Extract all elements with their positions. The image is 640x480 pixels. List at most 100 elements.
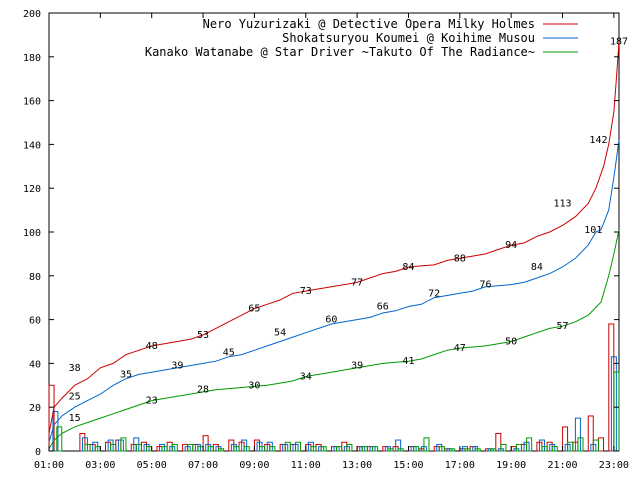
- hourly-bar: [515, 443, 522, 452]
- data-label: 101: [584, 225, 602, 236]
- data-label: 187: [610, 36, 628, 47]
- data-label: 73: [300, 286, 312, 297]
- data-label: 39: [351, 361, 363, 372]
- data-label: 25: [69, 391, 81, 402]
- hourly-bars: [48, 323, 620, 452]
- hourly-bar: [310, 446, 317, 452]
- x-tick-label: 11:00: [291, 460, 321, 471]
- y-tick-label: 20: [29, 403, 41, 414]
- y-tick-label: 40: [29, 359, 41, 370]
- y-tick-label: 160: [23, 97, 41, 108]
- hourly-bar: [284, 441, 291, 452]
- hourly-bar: [295, 441, 302, 452]
- hourly-bar: [413, 446, 420, 452]
- hourly-bar: [84, 443, 91, 452]
- data-label: 35: [120, 369, 132, 380]
- data-label: 142: [589, 135, 607, 146]
- x-tick-label: 19:00: [496, 460, 526, 471]
- data-label: 41: [402, 356, 414, 367]
- hourly-bar: [336, 446, 343, 452]
- data-label: 45: [223, 347, 235, 358]
- hourly-bar: [526, 437, 533, 452]
- hourly-bar: [243, 446, 250, 452]
- x-tick-label: 13:00: [342, 460, 372, 471]
- data-label: 65: [248, 304, 260, 315]
- hourly-bar: [372, 446, 379, 452]
- data-label: 15: [69, 413, 81, 424]
- legend-label: Kanako Watanabe @ Star Driver ~Takuto Of…: [145, 45, 535, 59]
- data-label: 94: [505, 240, 517, 251]
- hourly-bar: [567, 441, 574, 452]
- legend-label: Nero Yuzurizaki @ Detective Opera Milky …: [203, 17, 535, 31]
- data-label: 50: [505, 337, 517, 348]
- data-label: 77: [351, 277, 363, 288]
- hourly-bar: [577, 437, 584, 452]
- y-tick-label: 80: [29, 272, 41, 283]
- data-label: 23: [146, 396, 158, 407]
- hourly-bar: [320, 446, 327, 452]
- data-label: 34: [300, 372, 312, 383]
- series-line: [48, 139, 620, 443]
- data-label: 66: [377, 301, 389, 312]
- data-label: 76: [479, 280, 491, 291]
- data-label: 60: [325, 315, 337, 326]
- data-label: 30: [248, 380, 260, 391]
- legend: Nero Yuzurizaki @ Detective Opera Milky …: [145, 17, 578, 59]
- hourly-bar: [346, 443, 353, 452]
- hourly-bar: [171, 443, 178, 452]
- data-label: 53: [197, 330, 209, 341]
- hourly-bar: [207, 446, 214, 452]
- hourly-bar: [259, 446, 266, 452]
- hourly-bar: [397, 448, 404, 452]
- data-label: 28: [197, 385, 209, 396]
- y-tick-label: 140: [23, 140, 41, 151]
- hourly-bar: [449, 448, 456, 452]
- hourly-bar: [598, 437, 605, 452]
- x-tick-label: 03:00: [85, 460, 115, 471]
- hourly-bar: [361, 446, 368, 452]
- hourly-bar: [541, 446, 548, 452]
- series-line: [48, 229, 620, 450]
- hourly-bar: [474, 448, 481, 452]
- hourly-bar: [438, 446, 445, 452]
- hourly-bar: [110, 443, 117, 452]
- hourly-bar: [135, 443, 142, 452]
- x-tick-label: 09:00: [239, 460, 269, 471]
- cumulative-lines: [48, 41, 620, 450]
- x-tick-label: 23:00: [599, 460, 629, 471]
- hourly-bar: [161, 446, 168, 452]
- hourly-bar: [52, 411, 59, 452]
- x-tick-label: 21:00: [547, 460, 577, 471]
- y-tick-label: 0: [35, 447, 41, 458]
- y-tick-label: 60: [29, 316, 41, 327]
- plot-frame: [48, 12, 620, 452]
- data-labels: 38 48 53 65 73 77 84 88 94 113 142 187 25 35 39 45 54 60 6…: [69, 36, 628, 424]
- data-label: 113: [553, 199, 571, 210]
- hourly-bar: [490, 448, 497, 452]
- data-label: 54: [274, 328, 286, 339]
- y-tick-label: 180: [23, 53, 41, 64]
- hourly-bar: [187, 443, 194, 452]
- hourly-bar: [387, 448, 394, 452]
- hourly-bar: [551, 446, 558, 452]
- x-tick-label: 01:00: [34, 460, 64, 471]
- legend-label: Shokatsuryou Koumei @ Koihime Musou: [282, 31, 535, 45]
- x-tick-label: 05:00: [137, 460, 167, 471]
- data-label: 57: [556, 321, 568, 332]
- series-line: [48, 41, 620, 434]
- hourly-bar: [500, 443, 507, 452]
- x-tick-label: 17:00: [445, 460, 475, 471]
- y-tick-label: 100: [23, 228, 41, 239]
- data-label: 48: [146, 341, 158, 352]
- data-label: 84: [531, 262, 543, 273]
- y-tick-label: 120: [23, 184, 41, 195]
- hourly-bar: [218, 448, 225, 452]
- hourly-bar: [464, 448, 471, 452]
- hourly-bar: [120, 437, 127, 452]
- axes: 0 20 40 60 80 100 120 140 160 180 200 01:00 03:00 05:…: [23, 9, 629, 471]
- data-label: 72: [428, 288, 440, 299]
- y-tick-label: 200: [23, 9, 41, 20]
- hourly-bar: [269, 446, 276, 452]
- hourly-bar: [233, 446, 240, 452]
